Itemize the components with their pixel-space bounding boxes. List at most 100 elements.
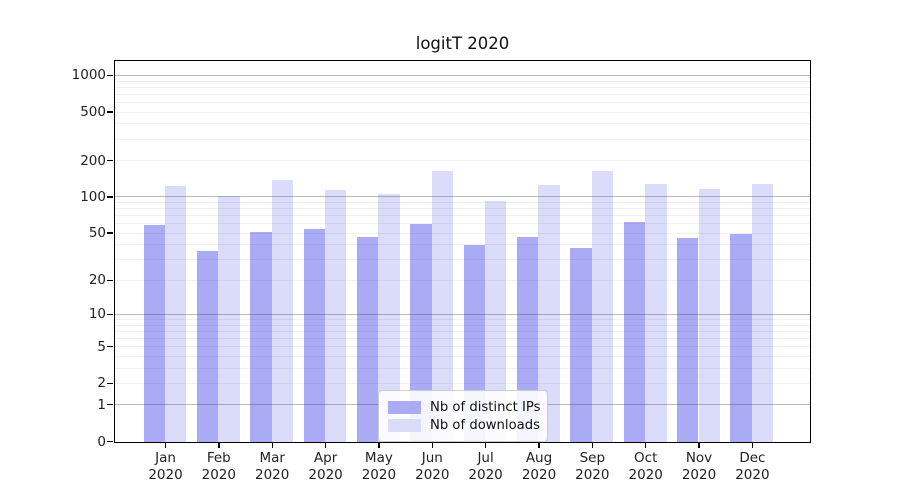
bar-ips-nov: [677, 238, 699, 442]
x-tick-label-jun: Jun 2020: [415, 450, 450, 483]
y-tick-label-5: 5: [97, 338, 106, 355]
chart-title: logitT 2020: [415, 34, 510, 53]
bar-downloads-nov: [698, 188, 720, 442]
y-tick-mark-1: [107, 404, 113, 406]
y-tick-label-200: 200: [80, 152, 106, 169]
bar-ips-jan: [143, 225, 165, 442]
x-tick-mark-nov: [698, 443, 700, 448]
major-gridline-100: [115, 196, 810, 198]
minor-gridline-4: [115, 355, 810, 357]
y-tick-mark-0: [107, 440, 113, 443]
major-gridline-10: [115, 313, 810, 315]
bar-downloads-dec: [751, 184, 774, 442]
y-tick-label-500: 500: [80, 104, 106, 121]
legend: Nb of distinct IPs Nb of downloads: [378, 390, 548, 442]
minor-gridline-8: [115, 324, 810, 326]
minor-gridline-3: [115, 367, 810, 369]
x-tick-label-apr: Apr 2020: [308, 450, 343, 483]
x-tick-mark-jun: [431, 443, 433, 448]
bar-downloads-aug: [538, 185, 560, 442]
x-tick-mark-sep: [591, 443, 593, 448]
minor-gridline-800: [115, 86, 810, 88]
minor-gridline-600: [115, 101, 810, 103]
x-tick-label-nov: Nov 2020: [681, 450, 717, 483]
bar-ips-apr: [303, 228, 326, 442]
minor-gridline-400: [115, 123, 810, 125]
y-tick-mark-2: [107, 382, 113, 384]
minor-gridline-700: [115, 93, 810, 95]
x-tick-label-may: May 2020: [361, 450, 397, 483]
minor-gridline-70: [115, 215, 810, 217]
minor-gridline-80: [115, 208, 810, 210]
y-tick-label-1000: 1000: [71, 67, 106, 84]
legend-label-downloads: Nb of downloads: [430, 417, 540, 433]
y-tick-mark-500: [107, 111, 113, 113]
minor-gridline-30: [115, 259, 810, 260]
x-tick-mark-mar: [271, 443, 273, 448]
x-tick-mark-jul: [484, 443, 487, 448]
x-tick-label-jul: Jul 2020: [468, 450, 503, 483]
y-tick-label-1: 1: [97, 396, 106, 413]
legend-swatch-distinct-ips: [388, 400, 421, 414]
x-tick-mark-dec: [751, 443, 753, 448]
minor-gridline-50: [115, 232, 810, 234]
y-tick-mark-5: [107, 345, 113, 348]
bar-downloads-jan: [165, 186, 187, 442]
minor-gridline-200: [115, 160, 810, 161]
y-tick-mark-20: [107, 279, 113, 281]
x-tick-mark-oct: [645, 443, 647, 448]
y-tick-mark-100: [107, 196, 113, 198]
minor-gridline-900: [115, 80, 810, 82]
legend-swatch-downloads: [388, 418, 421, 432]
minor-gridline-7: [115, 330, 810, 332]
minor-gridline-6: [115, 337, 810, 339]
minor-gridline-90: [115, 202, 810, 203]
minor-gridline-40: [115, 244, 810, 246]
bar-downloads-may: [378, 194, 400, 442]
x-tick-mark-feb: [218, 443, 220, 448]
minor-gridline-2: [115, 382, 810, 384]
x-tick-label-dec: Dec 2020: [735, 450, 770, 483]
x-tick-label-jan: Jan 2020: [148, 450, 183, 483]
bar-downloads-jul: [485, 200, 507, 442]
y-tick-label-0: 0: [97, 433, 106, 450]
y-tick-label-10: 10: [88, 306, 106, 323]
bar-ips-jun: [410, 224, 432, 442]
y-tick-mark-1000: [107, 74, 113, 77]
legend-item-distinct-ips: Nb of distinct IPs: [388, 399, 541, 415]
major-gridline-1000: [115, 74, 810, 76]
x-tick-mark-aug: [538, 443, 540, 448]
minor-gridline-9: [115, 319, 810, 320]
bar-ips-dec: [730, 233, 752, 442]
y-tick-label-2: 2: [97, 375, 106, 392]
minor-gridline-300: [115, 138, 810, 140]
bar-ips-feb: [196, 250, 219, 442]
x-tick-mark-may: [378, 443, 380, 448]
bar-downloads-apr: [325, 189, 347, 442]
grid-layer: [115, 61, 810, 442]
bar-downloads-oct: [645, 183, 667, 442]
y-tick-mark-200: [107, 159, 113, 162]
y-tick-mark-50: [107, 232, 113, 234]
minor-gridline-5: [115, 346, 810, 348]
y-tick-label-50: 50: [88, 225, 106, 242]
legend-label-distinct-ips: Nb of distinct IPs: [430, 399, 541, 415]
x-tick-label-aug: Aug 2020: [521, 450, 557, 483]
x-tick-mark-jan: [164, 443, 167, 448]
bar-ips-oct: [623, 222, 646, 442]
x-tick-label-feb: Feb 2020: [201, 450, 236, 483]
bar-downloads-mar: [271, 180, 294, 442]
minor-gridline-500: [115, 111, 810, 113]
y-tick-label-100: 100: [80, 188, 106, 205]
bar-ips-mar: [250, 231, 272, 442]
y-tick-label-20: 20: [88, 272, 106, 289]
y-tick-mark-10: [107, 313, 113, 316]
bar-downloads-jun: [431, 170, 454, 442]
minor-gridline-60: [115, 223, 810, 225]
x-tick-label-oct: Oct 2020: [628, 450, 663, 483]
x-tick-label-sep: Sep 2020: [575, 450, 610, 483]
plot-area: [114, 60, 811, 443]
bar-downloads-feb: [218, 195, 240, 442]
x-tick-mark-apr: [324, 443, 327, 448]
